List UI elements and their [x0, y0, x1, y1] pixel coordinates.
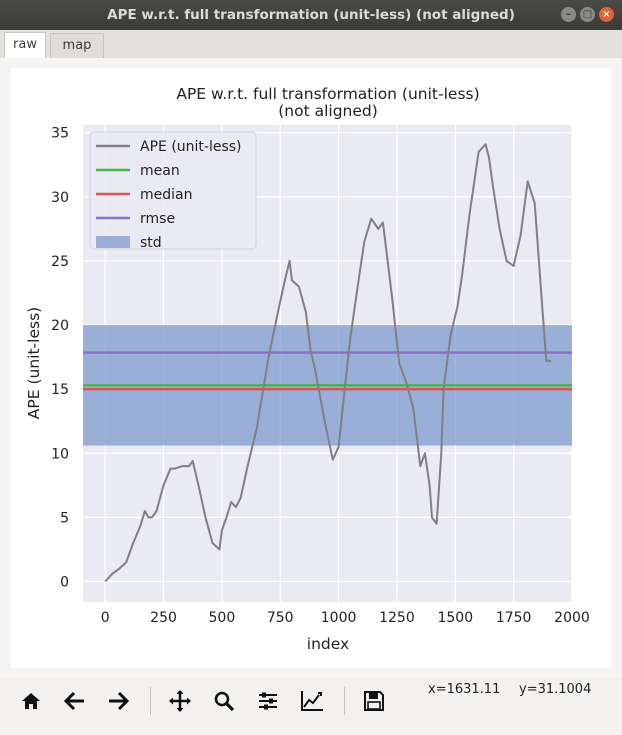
minimize-icon[interactable]: – [561, 7, 576, 22]
y-tick-label: 10 [51, 446, 69, 462]
tab-map[interactable]: map [50, 33, 104, 59]
home-icon[interactable] [16, 686, 46, 716]
x-axis-label: index [307, 635, 349, 653]
legend-box [89, 131, 257, 250]
save-icon[interactable] [359, 686, 389, 716]
x-tick-label: 500 [209, 610, 236, 626]
axis-ticks: 0 250 500 750 1000 1250 1500 1750 2000 0 5 10 15 20 25… [51, 126, 590, 626]
y-tick-label: 0 [60, 574, 69, 590]
zoom-icon[interactable] [209, 686, 239, 716]
toolbar-separator [150, 687, 151, 715]
ape-series-line [104, 143, 551, 583]
window-controls: – □ × [561, 7, 614, 22]
x-tick-label: 750 [267, 610, 294, 626]
chart-subtitle: (not aligned) [278, 102, 378, 120]
y-tick-label: 5 [60, 510, 69, 526]
stat-lines [83, 351, 572, 391]
x-tick-label: 250 [150, 610, 177, 626]
edit-axis-icon[interactable] [297, 686, 327, 716]
window-titlebar[interactable]: APE w.r.t. full transformation (unit-les… [0, 0, 622, 30]
chart-svg: APE w.r.t. full transformation (unit-les… [25, 85, 590, 653]
legend-entry-label: rmse [140, 211, 175, 227]
close-icon[interactable]: × [599, 7, 614, 22]
y-axis-label: APE (unit-less) [25, 307, 43, 419]
x-tick-label: 1250 [379, 610, 415, 626]
x-tick-label: 1000 [321, 610, 357, 626]
cursor-x-readout: x=1631.11 [428, 682, 501, 697]
back-icon[interactable] [60, 686, 90, 716]
tab-bar: raw map [0, 30, 622, 59]
forward-icon[interactable] [103, 686, 133, 716]
window-title: APE w.r.t. full transformation (unit-les… [107, 7, 515, 23]
legend-entry-label: median [140, 187, 192, 203]
tab-raw[interactable]: raw [4, 32, 46, 59]
plot-canvas[interactable]: APE w.r.t. full transformation (unit-les… [11, 68, 611, 668]
x-tick-label: 0 [101, 610, 110, 626]
toolbar-separator [344, 687, 345, 715]
chart-title: APE w.r.t. full transformation (unit-les… [176, 85, 479, 103]
x-tick-label: 2000 [554, 610, 590, 626]
toolbar [0, 678, 622, 735]
maximize-icon[interactable]: □ [580, 7, 595, 22]
y-tick-label: 15 [51, 382, 69, 398]
legend: APE (unit-less) mean median rmse std [89, 131, 257, 251]
y-tick-label: 30 [51, 190, 69, 206]
legend-entry-label: std [140, 235, 162, 251]
y-tick-label: 35 [51, 126, 69, 142]
y-tick-label: 20 [51, 318, 69, 334]
y-tick-label: 25 [51, 254, 69, 270]
pan-icon[interactable] [165, 686, 195, 716]
x-tick-label: 1750 [496, 610, 532, 626]
configure-subplots-icon[interactable] [253, 686, 283, 716]
cursor-y-readout: y=31.1004 [519, 682, 592, 697]
series-lines [104, 143, 551, 583]
legend-entry-label: APE (unit-less) [140, 139, 242, 155]
legend-key-patch [96, 236, 130, 248]
legend-entry-label: mean [140, 163, 180, 179]
x-tick-label: 1500 [437, 610, 473, 626]
